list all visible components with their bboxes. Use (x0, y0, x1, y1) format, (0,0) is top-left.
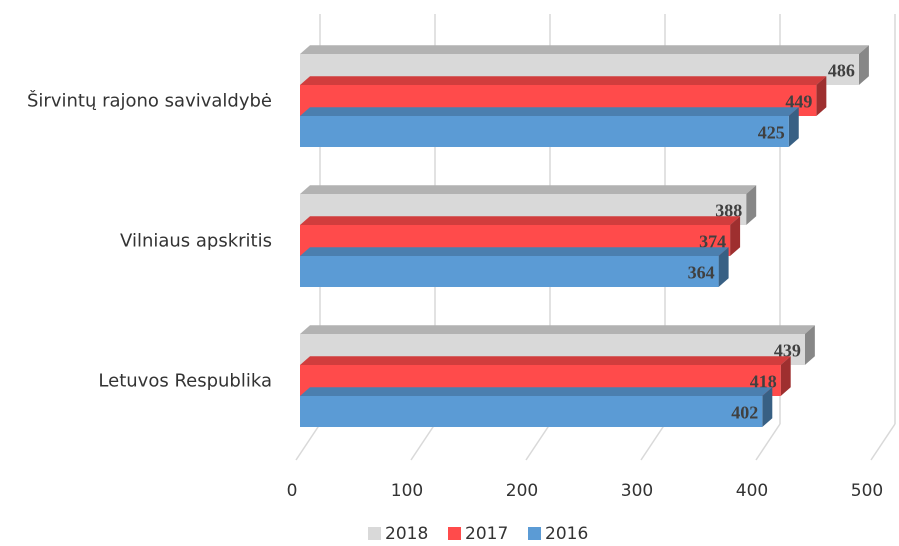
bar-side-2017 (780, 356, 791, 396)
gridline-floor (295, 423, 321, 461)
bar-top-2018 (300, 325, 815, 334)
bar-side-2016 (718, 247, 729, 287)
x-tick-label: 200 (506, 481, 538, 501)
bar-side-2018 (858, 45, 869, 85)
data-label-2018: 388 (715, 201, 742, 221)
bar-side-2016 (788, 107, 799, 147)
data-label-2017: 374 (699, 232, 726, 252)
gridline-floor (870, 423, 896, 461)
bar-top-2017 (300, 356, 791, 365)
bar-top-2017 (300, 76, 827, 85)
bar-top-2018 (300, 45, 869, 54)
data-label-2017: 449 (785, 92, 812, 112)
x-tick-label: 500 (851, 481, 883, 501)
bar-side-2016 (762, 387, 773, 427)
legend-swatch-2016 (528, 527, 541, 540)
bar-top-2017 (300, 216, 741, 225)
x-tick-label: 300 (621, 481, 653, 501)
legend-label-2016: 2016 (545, 524, 588, 544)
gridline-floor (755, 423, 781, 461)
x-tick-label: 0 (287, 481, 298, 501)
legend-label-2018: 2018 (385, 524, 428, 544)
bar-side-2018 (804, 325, 815, 365)
bar-side-2017 (816, 76, 827, 116)
data-label-2018: 439 (774, 341, 801, 361)
data-label-2016: 402 (731, 403, 758, 423)
bar-side-2018 (746, 185, 757, 225)
bar-top-2018 (300, 185, 757, 194)
legend-swatch-2018 (368, 527, 381, 540)
category-label: Letuvos Respublika (98, 371, 272, 392)
gridline-floor (410, 423, 436, 461)
bar-2016 (300, 396, 763, 427)
gridline-floor (525, 423, 551, 461)
data-label-2016: 364 (688, 263, 715, 283)
bar-2016 (300, 116, 789, 147)
data-label-2017: 418 (750, 372, 777, 392)
x-tick-label: 100 (391, 481, 423, 501)
x-tick-label: 400 (736, 481, 768, 501)
data-label-2016: 425 (758, 123, 785, 143)
gridline-floor (640, 423, 666, 461)
category-label: Širvintų rajono savivaldybė (27, 90, 272, 112)
legend-label-2017: 2017 (465, 524, 508, 544)
category-label: Vilniaus apskritis (120, 231, 272, 252)
legend-swatch-2017 (448, 527, 461, 540)
data-label-2018: 486 (828, 61, 855, 81)
bar-top-2016 (300, 247, 729, 256)
bar-top-2016 (300, 107, 799, 116)
bar-2016 (300, 256, 719, 287)
bar-top-2016 (300, 387, 773, 396)
bar-side-2017 (730, 216, 741, 256)
